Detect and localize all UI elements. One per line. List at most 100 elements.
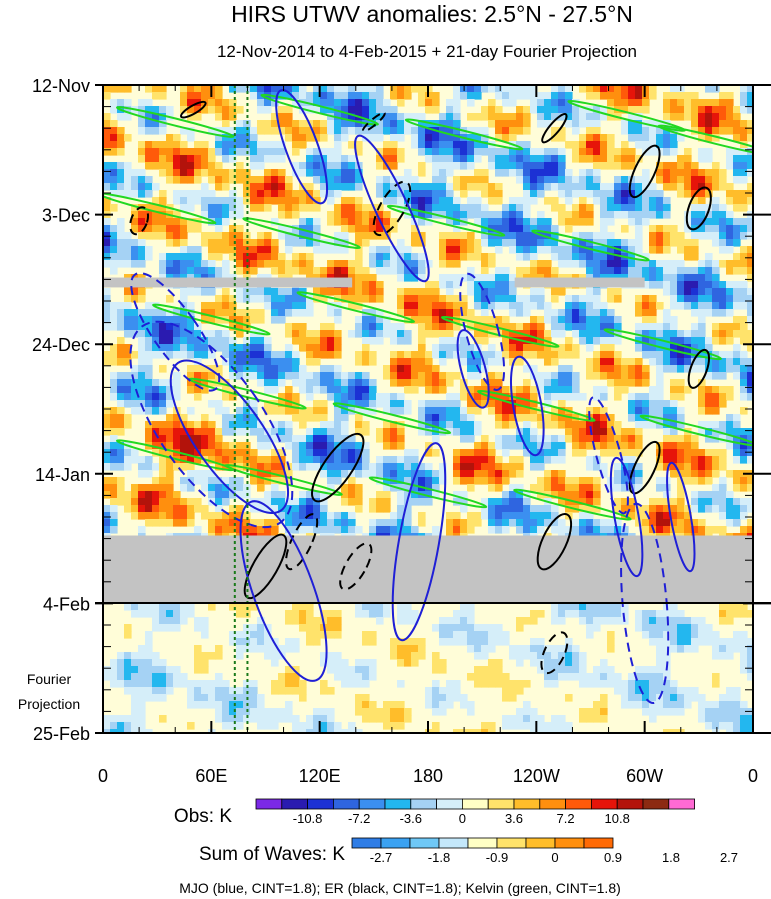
anomaly-cell bbox=[684, 274, 692, 282]
anomaly-cell bbox=[425, 155, 433, 163]
anomaly-cell bbox=[544, 176, 552, 184]
anomaly-cell bbox=[551, 106, 559, 114]
anomaly-cell bbox=[362, 288, 370, 296]
anomaly-cell bbox=[747, 393, 753, 401]
anomaly-cell bbox=[551, 246, 559, 254]
anomaly-cell bbox=[285, 400, 293, 408]
anomaly-cell bbox=[257, 295, 265, 303]
anomaly-cell bbox=[390, 225, 398, 233]
anomaly-cell bbox=[719, 260, 727, 268]
anomaly-cell bbox=[726, 302, 734, 310]
anomaly-cell bbox=[208, 246, 216, 254]
anomaly-cell bbox=[180, 204, 188, 212]
anomaly-cell bbox=[215, 316, 223, 324]
anomaly-cell bbox=[411, 141, 419, 149]
anomaly-cell bbox=[145, 463, 153, 471]
anomaly-cell bbox=[481, 351, 489, 359]
anomaly-cell bbox=[474, 239, 482, 247]
anomaly-cell bbox=[705, 127, 713, 135]
anomaly-cell bbox=[285, 407, 293, 415]
anomaly-cell bbox=[425, 316, 433, 324]
anomaly-cell bbox=[495, 526, 503, 534]
anomaly-cell bbox=[110, 358, 118, 366]
anomaly-cell bbox=[481, 190, 489, 198]
anomaly-cell bbox=[516, 456, 524, 464]
anomaly-cell bbox=[558, 351, 566, 359]
anomaly-cell bbox=[537, 183, 545, 191]
anomaly-cell bbox=[488, 155, 496, 163]
anomaly-cell bbox=[621, 204, 629, 212]
anomaly-cell bbox=[537, 414, 545, 422]
anomaly-cell bbox=[334, 519, 342, 527]
anomaly-cell bbox=[299, 330, 307, 338]
anomaly-cell bbox=[411, 526, 419, 534]
anomaly-cell bbox=[271, 176, 279, 184]
anomaly-cell bbox=[222, 344, 230, 352]
anomaly-cell bbox=[376, 113, 384, 121]
anomaly-cell bbox=[509, 225, 517, 233]
anomaly-cell bbox=[418, 337, 426, 345]
anomaly-cell bbox=[327, 442, 335, 450]
anomaly-cell bbox=[530, 351, 538, 359]
anomaly-cell bbox=[257, 190, 265, 198]
anomaly-cell bbox=[264, 295, 272, 303]
anomaly-cell bbox=[411, 295, 419, 303]
anomaly-cell bbox=[579, 155, 587, 163]
anomaly-cell bbox=[656, 407, 664, 415]
anomaly-cell bbox=[544, 309, 552, 317]
anomaly-cell bbox=[271, 358, 279, 366]
anomaly-cell bbox=[621, 386, 629, 394]
anomaly-cell bbox=[474, 463, 482, 471]
anomaly-cell bbox=[495, 267, 503, 275]
anomaly-cell bbox=[439, 281, 447, 289]
anomaly-cell bbox=[124, 162, 132, 170]
anomaly-cell bbox=[481, 204, 489, 212]
anomaly-cell bbox=[348, 435, 356, 443]
anomaly-cell bbox=[481, 498, 489, 506]
anomaly-cell bbox=[733, 428, 741, 436]
anomaly-cell bbox=[593, 183, 601, 191]
anomaly-cell bbox=[432, 183, 440, 191]
anomaly-cell bbox=[453, 295, 461, 303]
anomaly-cell bbox=[243, 176, 251, 184]
anomaly-cell bbox=[607, 253, 615, 261]
anomaly-cell bbox=[138, 120, 146, 128]
anomaly-cell bbox=[740, 148, 748, 156]
anomaly-cell bbox=[432, 379, 440, 387]
anomaly-cell bbox=[110, 120, 118, 128]
anomaly-cell bbox=[586, 498, 594, 506]
anomaly-cell bbox=[481, 302, 489, 310]
anomaly-cell bbox=[509, 491, 517, 499]
anomaly-cell bbox=[572, 176, 580, 184]
anomaly-cell bbox=[579, 197, 587, 205]
anomaly-cell bbox=[411, 211, 419, 219]
anomaly-cell bbox=[530, 148, 538, 156]
anomaly-cell bbox=[439, 323, 447, 331]
anomaly-cell bbox=[103, 176, 111, 184]
anomaly-cell bbox=[292, 295, 300, 303]
anomaly-cell bbox=[334, 351, 342, 359]
anomaly-cell bbox=[131, 225, 139, 233]
anomaly-cell bbox=[215, 92, 223, 100]
anomaly-cell bbox=[418, 113, 426, 121]
anomaly-cell bbox=[292, 302, 300, 310]
anomaly-cell bbox=[537, 260, 545, 268]
anomaly-cell bbox=[152, 323, 160, 331]
anomaly-cell bbox=[579, 519, 587, 527]
anomaly-cell bbox=[635, 155, 643, 163]
anomaly-cell bbox=[201, 470, 209, 478]
anomaly-cell bbox=[222, 99, 230, 107]
anomaly-cell bbox=[369, 470, 377, 478]
anomaly-cell bbox=[670, 288, 678, 296]
anomaly-cell bbox=[656, 274, 664, 282]
anomaly-cell bbox=[719, 358, 727, 366]
anomaly-cell bbox=[292, 505, 300, 513]
anomaly-cell bbox=[460, 232, 468, 240]
anomaly-cell bbox=[495, 106, 503, 114]
anomaly-cell bbox=[313, 372, 321, 380]
anomaly-cell bbox=[376, 106, 384, 114]
anomaly-cell bbox=[257, 127, 265, 135]
anomaly-cell bbox=[159, 120, 167, 128]
anomaly-cell bbox=[593, 302, 601, 310]
anomaly-cell bbox=[558, 330, 566, 338]
